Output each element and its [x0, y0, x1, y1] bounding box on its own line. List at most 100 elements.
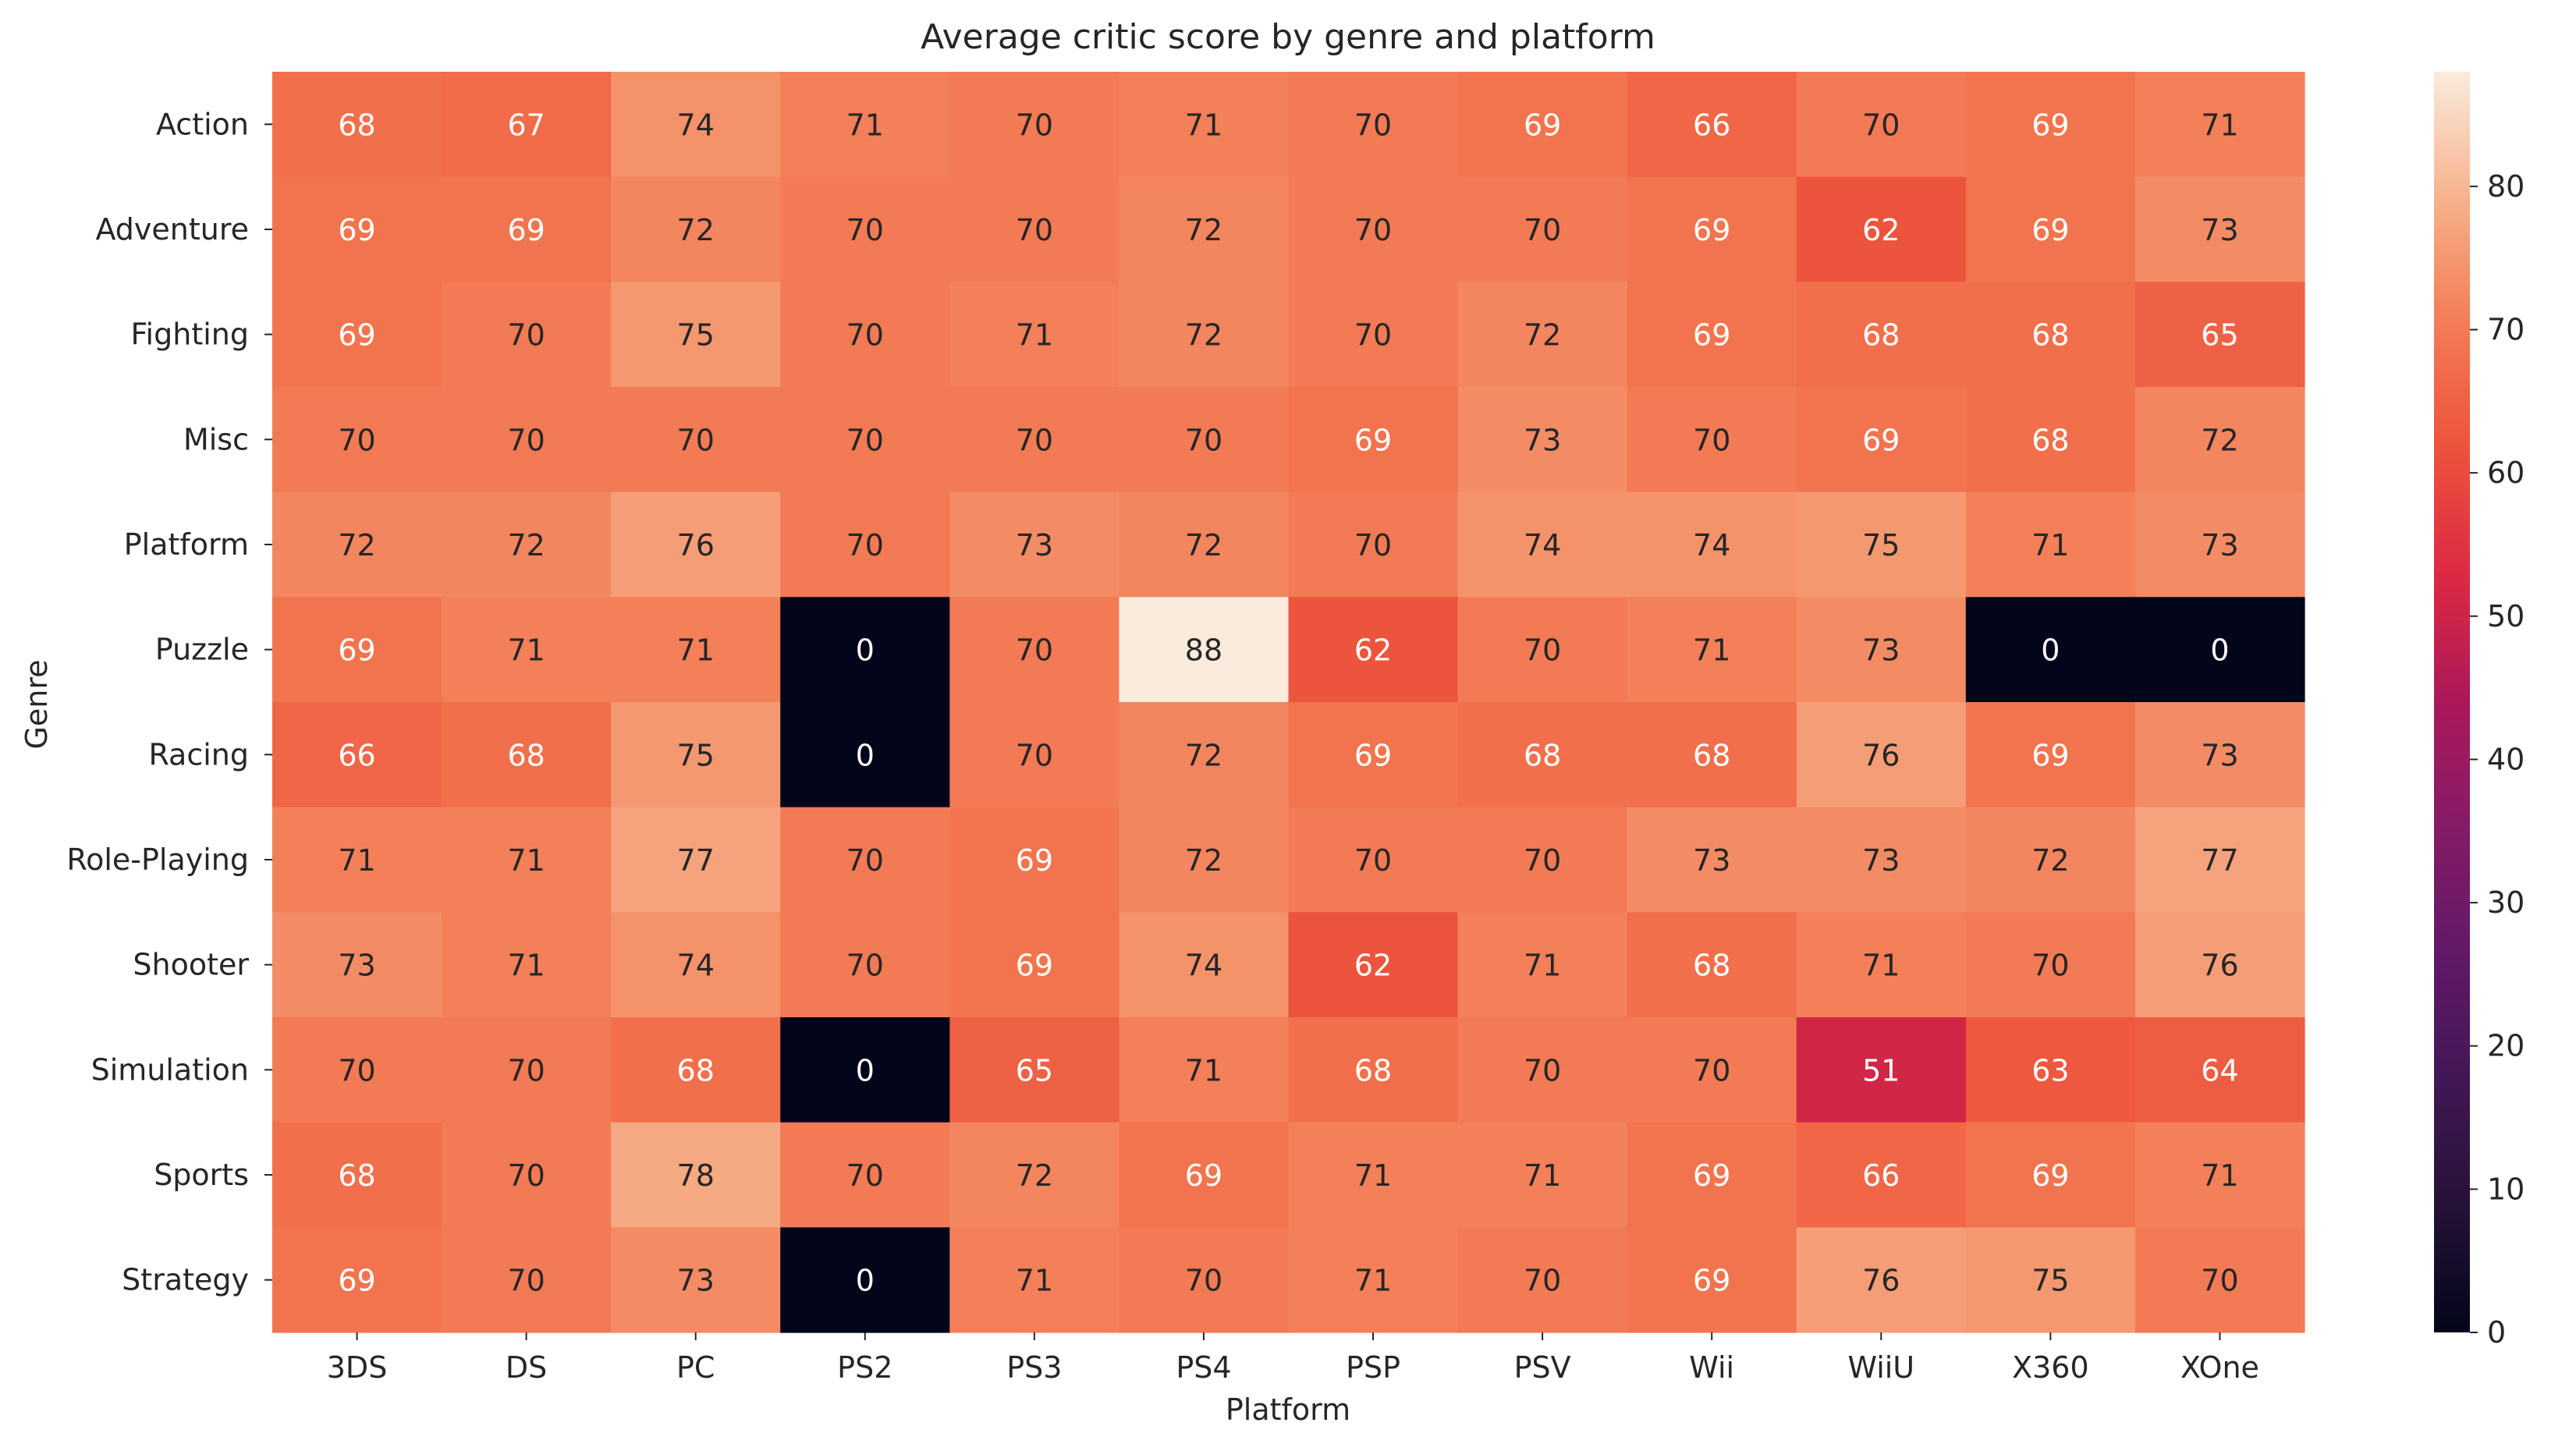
heatmap-cell — [780, 72, 950, 178]
colorbar-tick-label: 10 — [2487, 1172, 2525, 1206]
heatmap-cell — [1965, 491, 2136, 598]
cell-value-label: 68 — [677, 1053, 715, 1087]
cell-value-label: 71 — [1524, 1158, 1561, 1193]
cell-value-label: 62 — [1862, 213, 1900, 247]
x-tick-label: XOne — [2180, 1350, 2259, 1385]
heatmap-cell — [272, 912, 442, 1018]
heatmap-cell — [1288, 176, 1459, 282]
heatmap-cell — [442, 1017, 612, 1123]
heatmap-cell — [949, 807, 1120, 913]
cell-value-label: 0 — [2210, 633, 2229, 668]
colorbar-tick-label: 0 — [2487, 1315, 2506, 1350]
colorbar-tick-label: 30 — [2487, 885, 2525, 920]
cell-value-label: 71 — [338, 843, 375, 878]
heatmap-cell — [1796, 1122, 1967, 1228]
cell-value-label: 0 — [2041, 633, 2060, 668]
cell-value-label: 74 — [677, 949, 715, 983]
cell-value-label: 72 — [1185, 843, 1222, 878]
heatmap-cell — [1457, 1017, 1628, 1123]
cell-value-label: 75 — [1862, 528, 1900, 562]
cell-value-label: 0 — [856, 1264, 875, 1298]
heatmap-cell — [1119, 1227, 1290, 1333]
heatmap-cell — [1627, 912, 1797, 1018]
heatmap-cell — [949, 1017, 1120, 1123]
colorbar-tick-label: 60 — [2487, 456, 2525, 490]
heatmap-cell — [1627, 1227, 1797, 1333]
cell-value-label: 70 — [846, 843, 884, 878]
cell-value-label: 75 — [2031, 1264, 2069, 1298]
heatmap-cell — [1796, 72, 1967, 178]
heatmap-cell — [272, 176, 442, 282]
cell-value-label: 70 — [1524, 1264, 1561, 1298]
cell-value-label: 70 — [846, 318, 884, 353]
colorbar-tick-label: 50 — [2487, 599, 2525, 633]
heatmap-cell — [611, 1227, 781, 1333]
heatmap-cell — [2134, 702, 2305, 808]
heatmap-cell — [1965, 912, 2136, 1018]
colorbar-ticks: 0 10 20 30 40 50 60 70 80 — [2470, 169, 2525, 1350]
heatmap-cell — [949, 912, 1120, 1018]
colorbar-tick-label: 20 — [2487, 1029, 2525, 1063]
cell-value-label: 70 — [846, 423, 884, 457]
heatmap-cell — [1288, 491, 1459, 598]
y-tick-label: Misc — [183, 422, 249, 456]
cell-value-label: 71 — [1524, 949, 1561, 983]
heatmap-cell — [1288, 387, 1459, 493]
cell-value-label: 71 — [507, 949, 545, 983]
cell-value-label: 66 — [338, 738, 375, 772]
cell-value-label: 74 — [1524, 528, 1561, 562]
cell-value-label: 70 — [1016, 738, 1053, 772]
cell-value-label: 66 — [1693, 108, 1730, 142]
heatmap-cell — [949, 491, 1120, 598]
colorbar-tick-label: 80 — [2487, 169, 2525, 204]
cell-value-label: 69 — [1693, 1158, 1730, 1193]
cell-value-label: 75 — [677, 318, 715, 353]
cell-value-label: 88 — [1185, 633, 1222, 668]
cell-value-label: 71 — [1862, 949, 1900, 983]
y-tick-label: Adventure — [95, 212, 249, 247]
cell-value-label: 70 — [1354, 528, 1392, 562]
heatmap-cell — [1965, 387, 2136, 493]
heatmap-cell — [1796, 912, 1967, 1018]
cell-value-label: 70 — [507, 1264, 545, 1298]
y-tick-label: Racing — [148, 737, 249, 772]
heatmap-cell — [1796, 597, 1967, 703]
heatmap-cell — [1119, 176, 1290, 282]
heatmap-cell — [1119, 1122, 1290, 1228]
heatmap-cell — [442, 176, 612, 282]
colorbar-tick-label: 70 — [2487, 313, 2525, 347]
heatmap-cell — [2134, 282, 2305, 388]
heatmap-cell — [611, 387, 781, 493]
cell-value-label: 71 — [677, 633, 715, 668]
cell-value-label: 64 — [2201, 1053, 2238, 1087]
heatmap-cell — [1119, 282, 1290, 388]
x-tick-label: PS4 — [1176, 1350, 1231, 1385]
cell-value-label: 70 — [1016, 423, 1053, 457]
cell-value-label: 72 — [2031, 843, 2069, 878]
heatmap-cell — [611, 807, 781, 913]
cell-value-label: 69 — [1693, 1264, 1730, 1298]
x-axis-label: Platform — [1226, 1392, 1350, 1427]
cell-value-label: 70 — [507, 318, 545, 353]
cell-value-label: 72 — [1185, 318, 1222, 353]
heatmap-cell — [1119, 387, 1290, 493]
heatmap-cell — [1965, 1017, 2136, 1123]
cell-value-label: 78 — [677, 1158, 715, 1193]
heatmap-cell — [1627, 597, 1797, 703]
cell-value-label: 71 — [507, 633, 545, 668]
cell-value-label: 74 — [1185, 949, 1222, 983]
heatmap-cell — [1457, 176, 1628, 282]
cell-value-label: 71 — [2201, 108, 2238, 142]
y-tick-label: Sports — [154, 1158, 249, 1192]
cell-value-label: 77 — [677, 843, 715, 878]
heatmap-cell — [1288, 807, 1459, 913]
heatmap-cell — [1457, 702, 1628, 808]
y-tick-label: Strategy — [122, 1263, 249, 1297]
heatmap-cell — [1796, 807, 1967, 913]
cell-value-label: 71 — [2201, 1158, 2238, 1193]
y-tick-label: Simulation — [91, 1052, 249, 1087]
heatmap-cell — [2134, 387, 2305, 493]
heatmap-cell — [949, 176, 1120, 282]
heatmap-cell — [2134, 491, 2305, 598]
cell-value-label: 76 — [1862, 738, 1900, 772]
